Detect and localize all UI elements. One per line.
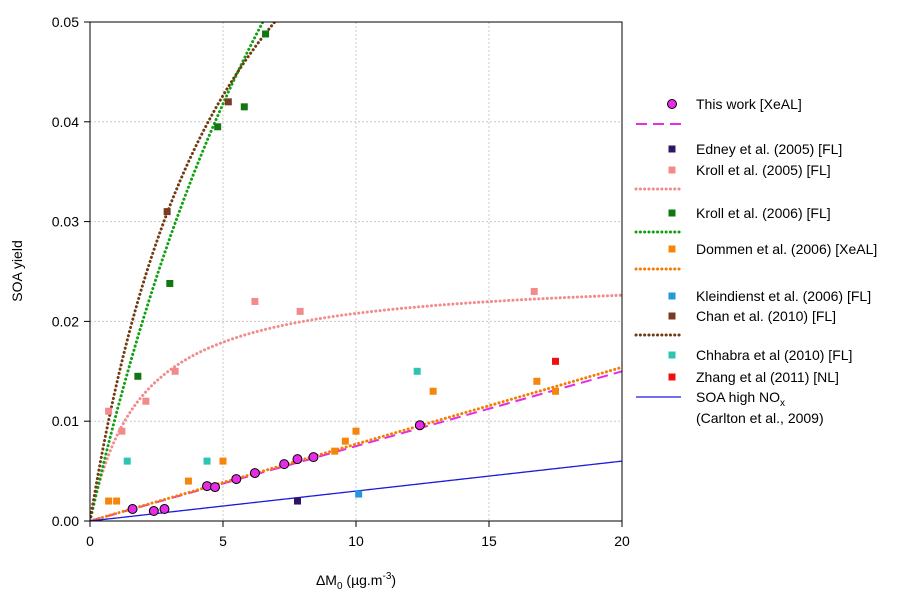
legend-label: Edney et al. (2005) [FL] xyxy=(696,141,842,157)
data-point xyxy=(163,208,171,216)
legend-marker xyxy=(668,312,676,320)
data-point xyxy=(105,407,113,415)
data-point xyxy=(214,123,222,131)
legend-label: Kroll et al. (2005) [FL] xyxy=(696,162,831,178)
x-axis-label: ΔM0 (µg.m-3) xyxy=(316,571,396,592)
data-point xyxy=(308,452,319,463)
data-point xyxy=(127,504,138,515)
data-point xyxy=(262,30,270,38)
data-point xyxy=(159,504,170,515)
data-point xyxy=(118,427,126,435)
fit-line xyxy=(90,293,622,521)
legend-marker xyxy=(668,209,676,217)
legend-label: Chan et al. (2010) [FL] xyxy=(696,308,836,324)
y-tick-label: 0.00 xyxy=(52,513,79,529)
data-point xyxy=(123,457,131,465)
legend-label: Dommen et al. (2006) [XeAL] xyxy=(696,241,877,257)
legend-marker xyxy=(668,373,676,381)
fit-line xyxy=(90,22,277,521)
legend-marker xyxy=(668,145,676,153)
plot-series xyxy=(90,22,622,521)
legend: This work [XeAL] Edney et al. (2005) [FL]… xyxy=(634,96,877,426)
fit-line xyxy=(90,370,622,521)
grid xyxy=(90,22,622,521)
data-point xyxy=(134,372,142,380)
data-point xyxy=(355,490,363,498)
data-point xyxy=(296,307,304,315)
legend-marker xyxy=(668,245,676,253)
fit-line xyxy=(90,365,622,521)
data-point xyxy=(142,397,150,405)
data-point xyxy=(429,387,437,395)
data-point xyxy=(413,367,421,375)
data-point xyxy=(279,459,290,470)
data-point xyxy=(224,98,232,106)
data-point xyxy=(251,297,259,305)
data-point xyxy=(148,506,159,517)
data-point xyxy=(184,477,192,485)
y-tick-label: 0.01 xyxy=(52,413,79,429)
data-point xyxy=(293,497,301,505)
legend-label: (Carlton et al., 2009) xyxy=(696,410,824,426)
data-point xyxy=(210,482,221,493)
y-tick-label: 0.04 xyxy=(52,114,79,130)
data-point xyxy=(414,420,425,431)
data-point xyxy=(240,103,248,111)
data-point xyxy=(352,427,360,435)
data-point xyxy=(341,437,349,445)
y-tick-label: 0.03 xyxy=(52,214,79,230)
legend-label: Zhang et al (2011) [NL] xyxy=(696,369,839,385)
legend-label: This work [XeAL] xyxy=(696,96,802,112)
x-tick-label: 10 xyxy=(348,533,364,549)
legend-marker xyxy=(668,351,676,359)
data-point xyxy=(166,279,174,287)
y-axis-label: SOA yield xyxy=(9,240,25,301)
data-point xyxy=(171,367,179,375)
legend-label: Chhabra et al (2010) [FL] xyxy=(696,347,852,363)
y-tick-label: 0.05 xyxy=(52,14,79,30)
x-tick-label: 5 xyxy=(219,533,227,549)
legend-marker xyxy=(668,292,676,300)
legend-marker xyxy=(668,166,676,174)
data-point xyxy=(552,387,559,395)
data-point xyxy=(552,357,559,365)
data-point xyxy=(219,457,227,465)
axes: 0 5 10 15 20 0.00 0.01 0.02 0.03 0.04 0.05 xyxy=(52,14,630,549)
legend-label: SOA high NOx xyxy=(696,389,785,409)
legend-label: Kroll et al. (2006) [FL] xyxy=(696,205,831,221)
x-tick-label: 20 xyxy=(614,533,630,549)
x-tick-label: 15 xyxy=(481,533,497,549)
data-point xyxy=(203,457,211,465)
data-point xyxy=(249,468,260,479)
x-tick-label: 0 xyxy=(86,533,94,549)
data-point xyxy=(533,377,541,385)
data-point xyxy=(331,447,339,455)
legend-marker xyxy=(667,99,677,109)
data-point xyxy=(292,454,303,465)
data-point xyxy=(530,287,538,295)
data-point xyxy=(105,497,113,505)
data-point xyxy=(231,474,242,485)
y-tick-label: 0.02 xyxy=(52,313,79,329)
data-point xyxy=(113,497,121,505)
legend-label: Kleindienst et al. (2006) [FL] xyxy=(696,288,871,304)
